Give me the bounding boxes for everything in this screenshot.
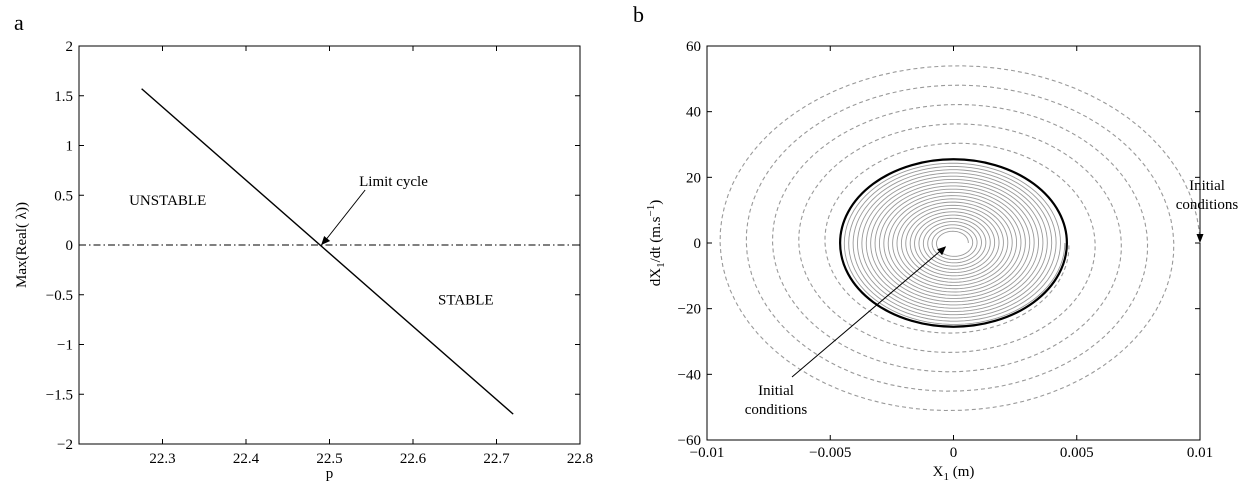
y-tick-label: 0 — [66, 238, 74, 254]
panel-label-b: b — [633, 2, 644, 27]
chart-b: −0.01 −0.005 0 0.005 0.01 −60 −40 −20 0 20 40 60 In… — [645, 39, 1238, 483]
y-tick-label: −40 — [678, 367, 701, 383]
chart-a-series — [79, 88, 580, 415]
chart-a-x-axis-label: p — [326, 466, 334, 482]
y-tick-label: −0.5 — [46, 288, 73, 304]
y-tick-label: 1.5 — [54, 89, 73, 105]
y-tick-label: −1 — [57, 338, 73, 354]
initial-conditions-arrowhead-centre — [937, 246, 947, 256]
y-tick-label: 40 — [686, 105, 701, 121]
x-tick-label: 0.005 — [1060, 445, 1094, 461]
chart-b-y-axis-label: dX1/dt (m.s−1) — [645, 200, 667, 286]
limit-cycle-orbit — [839, 158, 1068, 328]
y-tick-label: −20 — [678, 302, 701, 318]
x-tick-label: −0.005 — [809, 445, 851, 461]
chart-a-ticks: 22.3 22.4 22.5 22.6 22.7 22.8 −2 −1.5 −1 −0.5 0 0.5… — [46, 39, 593, 467]
y-tick-label: 0.5 — [54, 188, 73, 204]
initial-conditions-arrow-centre — [791, 249, 942, 378]
x-tick-label: 22.7 — [483, 451, 510, 467]
chart-b-x-axis-label: X1 (m) — [933, 464, 975, 483]
x-tick-label: 0.01 — [1187, 445, 1213, 461]
x-tick-label: −0.01 — [690, 445, 725, 461]
initial-conditions-label-centre: Initial — [758, 383, 794, 399]
limit-cycle-arrowhead — [321, 236, 331, 245]
x-tick-label: 0 — [950, 445, 958, 461]
y-tick-label: −1.5 — [46, 387, 73, 403]
unstable-label: UNSTABLE — [129, 193, 206, 209]
stability-line — [141, 88, 514, 415]
chart-a-y-axis-label: Max(Real( λ)) — [14, 202, 30, 288]
y-tick-label: 2 — [66, 39, 74, 55]
chart-a-annotations: Limit cycle UNSTABLE STABLE — [129, 174, 493, 309]
initial-conditions-label-right: Initial — [1189, 178, 1225, 194]
y-tick-label: 20 — [686, 170, 701, 186]
y-tick-label: 60 — [686, 39, 701, 55]
x-tick-label: 22.4 — [233, 451, 260, 467]
x-tick-label: 22.6 — [400, 451, 427, 467]
chart-b-ticks: −0.01 −0.005 0 0.005 0.01 −60 −40 −20 0 20 40 60 — [678, 39, 1214, 461]
chart-b-annotations: Initial conditions Initial conditions — [745, 178, 1239, 418]
limit-cycle-label: Limit cycle — [359, 174, 428, 190]
limit-cycle-arrow — [323, 189, 366, 243]
y-tick-label: 1 — [66, 139, 74, 155]
chart-a: 22.3 22.4 22.5 22.6 22.7 22.8 −2 −1.5 −1 −0.5 0 0.5… — [14, 39, 593, 482]
initial-conditions-label-centre: conditions — [745, 402, 808, 418]
y-tick-label: −60 — [678, 433, 701, 449]
stable-label: STABLE — [438, 293, 493, 309]
initial-conditions-arrowhead-right — [1196, 234, 1204, 243]
x-tick-label: 22.3 — [149, 451, 175, 467]
trajectory-from-inside — [843, 162, 1066, 325]
x-tick-label: 22.8 — [567, 451, 593, 467]
chart-b-series — [719, 65, 1201, 412]
y-tick-label: 0 — [694, 236, 702, 252]
initial-conditions-label-right: conditions — [1176, 197, 1239, 213]
x-tick-label: 22.5 — [316, 451, 342, 467]
y-tick-label: −2 — [57, 437, 73, 453]
panel-label-a: a — [14, 10, 24, 35]
trajectory-from-outside — [719, 65, 1201, 412]
